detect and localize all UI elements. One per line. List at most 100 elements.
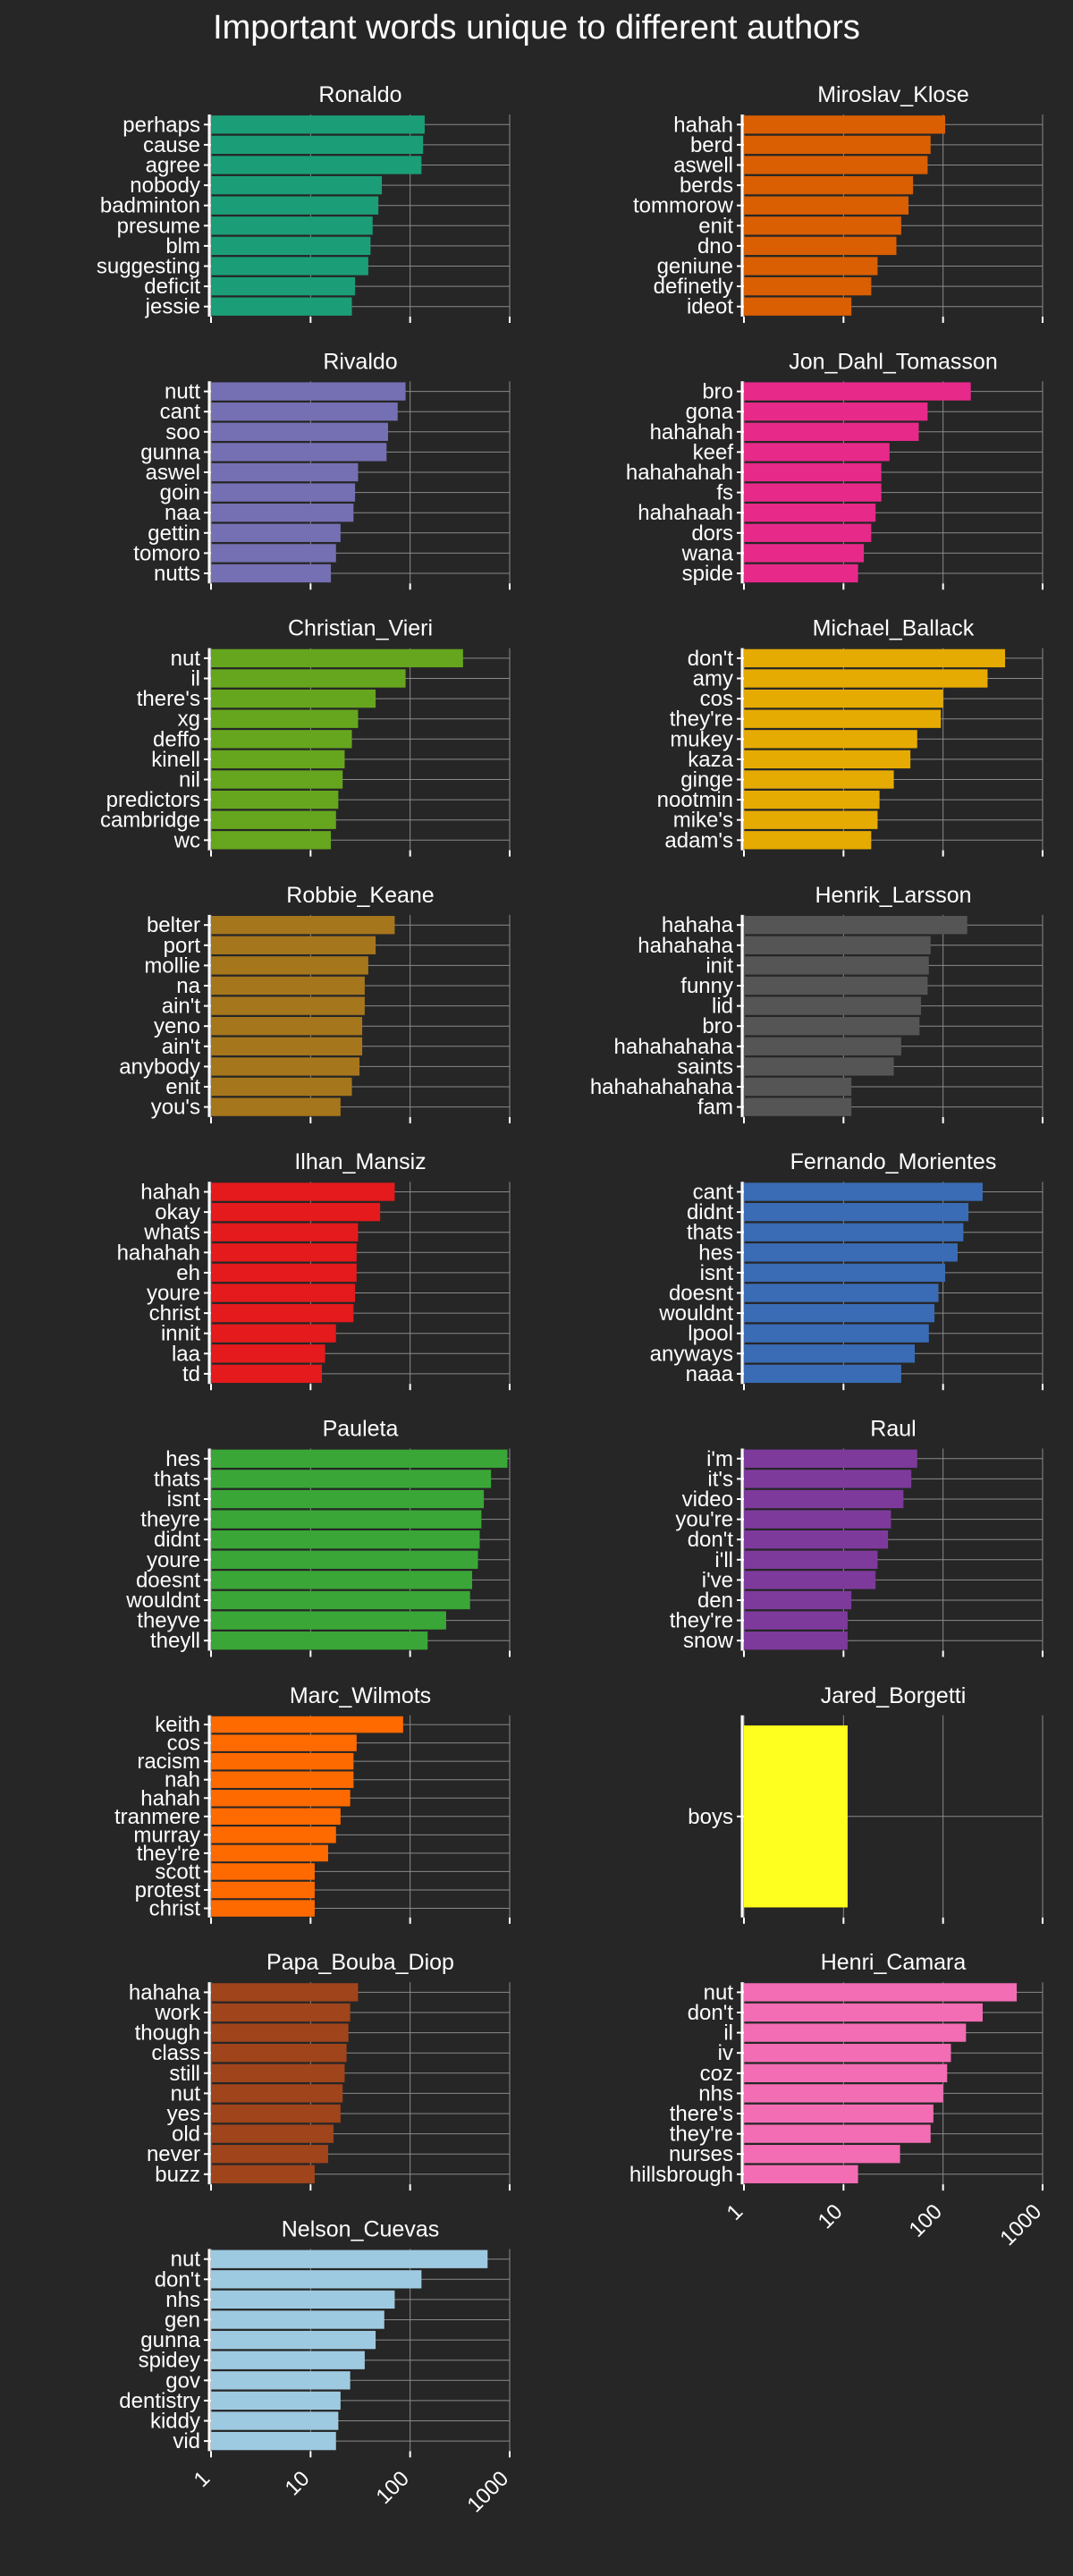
y-tick-label: perhaps	[123, 113, 200, 137]
bar-tranmere	[211, 1808, 341, 1826]
y-tick-label: they're	[670, 1609, 733, 1633]
y-tick-label: thats	[154, 1467, 200, 1491]
bar-belter	[211, 916, 395, 935]
y-tick-label: nootmin	[657, 788, 733, 812]
bar-kaza	[744, 750, 911, 769]
y-tick-label: mukey	[670, 727, 733, 751]
y-tick-label: nut	[171, 647, 201, 671]
y-tick-label: lid	[712, 995, 733, 1019]
bar-laa	[211, 1344, 325, 1363]
y-tick-label: anybody	[119, 1055, 200, 1079]
bar-christ	[211, 1900, 315, 1917]
y-tick-label: they're	[670, 708, 733, 732]
y-tick-label: scott	[155, 1860, 200, 1884]
y-tick-label: fs	[716, 481, 733, 505]
bar-badminton	[211, 196, 379, 215]
y-tick-label: saints	[677, 1055, 733, 1079]
bar-cos	[744, 689, 943, 708]
y-tick-label: dno	[697, 234, 733, 258]
bar-youre	[211, 1550, 478, 1569]
y-tick-label: port	[164, 934, 201, 958]
bar-spidey	[211, 2351, 365, 2369]
y-tick-label: ginge	[680, 768, 733, 792]
panel-title: Marc_Wilmots	[290, 1683, 431, 1708]
x-tick-label: 100	[372, 2467, 414, 2509]
y-tick-label: aswell	[673, 154, 733, 178]
y-tick-label: christ	[149, 1897, 201, 1921]
bar-mukey	[744, 730, 917, 749]
y-tick-label: berd	[690, 133, 733, 157]
bar-they-re	[744, 2124, 931, 2143]
x-tick-label: 10	[814, 2199, 848, 2233]
bar-class	[211, 2044, 347, 2063]
bar-mollie	[211, 956, 368, 975]
y-tick-label: don't	[688, 647, 734, 671]
bar-gunna	[211, 443, 387, 462]
y-tick-label: nurses	[669, 2142, 733, 2166]
y-tick-label: keith	[155, 1713, 200, 1737]
bar-i-ll	[744, 1550, 878, 1569]
y-tick-label: amy	[693, 667, 733, 691]
bar-protest	[211, 1881, 315, 1899]
y-tick-label: hahahaah	[638, 501, 733, 525]
bar-theyre	[211, 1510, 482, 1529]
y-tick-label: it's	[707, 1467, 733, 1491]
panel-marc-wilmots: Marc_Wilmotskeithcosracismnahhahahtranme…	[114, 1683, 511, 1924]
panel-title: Nelson_Cuevas	[282, 2216, 440, 2241]
bar-dors	[744, 523, 872, 542]
bar-anybody	[211, 1057, 360, 1076]
y-tick-label: cant	[160, 400, 201, 424]
panel-title: Michael_Ballack	[813, 616, 975, 641]
bar-they-re	[744, 709, 942, 728]
y-tick-label: don't	[688, 2001, 734, 2025]
bar-buzz	[211, 2165, 315, 2183]
bar-hahahaah	[744, 504, 876, 522]
y-tick-label: nil	[179, 768, 200, 792]
bar-cos	[211, 1734, 357, 1751]
y-tick-label: laa	[172, 1342, 201, 1366]
y-tick-label: nut	[171, 2248, 201, 2272]
y-tick-label: naa	[165, 501, 201, 525]
y-tick-label: dors	[691, 521, 733, 546]
y-tick-label: kinell	[151, 748, 200, 772]
y-tick-label: nah	[165, 1768, 200, 1792]
bar-berd	[744, 135, 931, 155]
y-tick-label: isnt	[167, 1487, 201, 1512]
panel-papa-bouba-diop: Papa_Bouba_Diophahahaworkthoughclassstil…	[129, 1950, 511, 2191]
bar-predictors	[211, 790, 339, 809]
y-tick-label: i'll	[714, 1548, 733, 1572]
bar-wouldnt	[744, 1303, 935, 1323]
bar-keith	[211, 1716, 403, 1733]
bar-thats	[744, 1223, 964, 1241]
y-tick-label: work	[154, 2001, 201, 2025]
bar-boys	[744, 1725, 848, 1908]
main-title: Important words unique to different auth…	[213, 9, 860, 47]
bar-cambridge	[211, 810, 336, 829]
panel-robbie-keane: Robbie_Keanebelterportmollienaain'tyenoa…	[119, 883, 511, 1123]
y-tick-label: yes	[167, 2102, 200, 2126]
y-tick-label: bro	[702, 1014, 733, 1038]
panel-pauleta: Pauleta hesthatsisnttheyredidntyouredoesn…	[125, 1417, 511, 1657]
bar-bro	[744, 1017, 920, 1036]
bar-tommorow	[744, 196, 909, 215]
y-tick-label: buzz	[155, 2163, 200, 2187]
bar-nootmin	[744, 790, 880, 809]
y-tick-label: hes	[698, 1241, 733, 1265]
panel-title: Ronaldo	[318, 82, 401, 107]
y-tick-label: hahahaha	[638, 934, 733, 958]
bar-hahahah	[211, 1243, 357, 1262]
bar-spide	[744, 564, 858, 583]
bar-suggesting	[211, 257, 368, 275]
y-tick-label: christ	[149, 1301, 201, 1326]
y-tick-label: youre	[147, 1282, 200, 1306]
panel-rivaldo: Rivaldo nuttcantsoogunnaaswelgoinnaagetti…	[133, 349, 511, 590]
bar-isnt	[211, 1489, 485, 1509]
y-tick-label: you's	[151, 1096, 200, 1120]
bar-christ	[211, 1303, 354, 1323]
bar-you-re	[744, 1510, 891, 1529]
bar-init	[744, 956, 929, 975]
y-tick-label: old	[172, 2123, 200, 2147]
bar-agree	[211, 156, 422, 174]
bar-deficit	[211, 276, 356, 296]
